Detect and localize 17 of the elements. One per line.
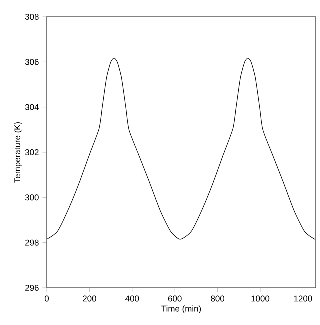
x-axis-title: Time (min) [162, 306, 202, 314]
y-tick-label: 300 [25, 194, 39, 201]
y-tick-label: 304 [25, 104, 39, 110]
x-tick-label: 0 [44, 296, 50, 302]
y-tick-label: 298 [26, 240, 39, 246]
y-tick-label: 296 [26, 285, 39, 291]
x-tick-label: 800 [211, 296, 225, 302]
y-axis-title: Temperature (K) [14, 122, 22, 183]
y-tick-label: 302 [25, 150, 39, 156]
x-tick-label: 400 [126, 296, 140, 302]
x-tick-label: 600 [168, 296, 182, 302]
line-series [47, 58, 316, 240]
y-tick-label: 308 [25, 14, 39, 20]
x-tick-label: 1200 [294, 296, 312, 302]
x-tick-label: 1000 [252, 296, 270, 302]
y-tick-label: 306 [25, 59, 39, 66]
x-tick-label: 200 [83, 296, 96, 302]
